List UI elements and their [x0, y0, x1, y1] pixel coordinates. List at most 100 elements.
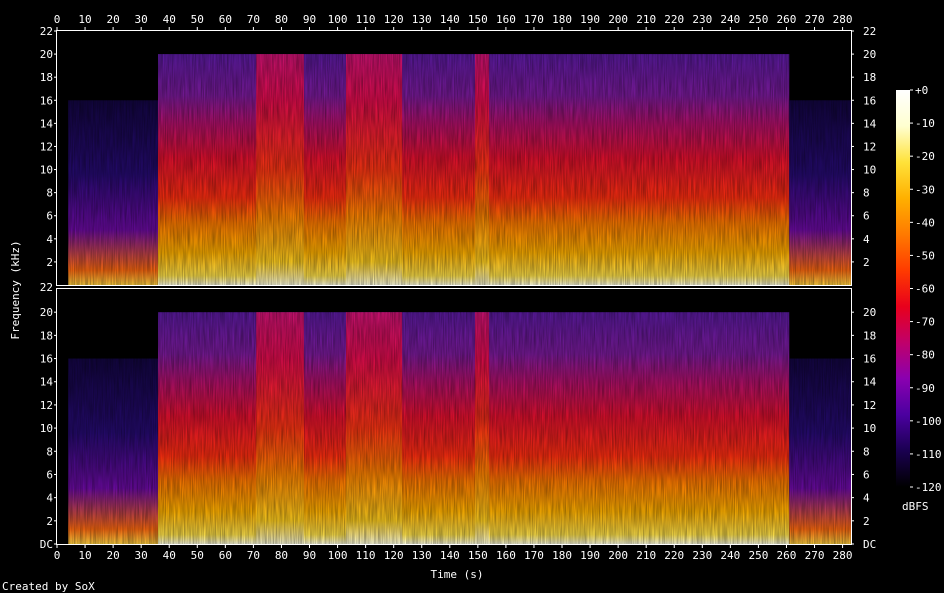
- x-tick-label-bottom: 30: [135, 549, 148, 562]
- x-tick-label-bottom: 50: [191, 549, 204, 562]
- y-tick-label-right: 14: [863, 117, 877, 130]
- y-tick-label-left: 8: [46, 445, 53, 458]
- x-tick-label-bottom: 270: [805, 549, 825, 562]
- y-tick-label-right: 16: [863, 94, 876, 107]
- y-tick-label-left: 22: [40, 281, 53, 294]
- colorbar-tick-label: -110: [915, 448, 942, 461]
- x-tick-label-top: 180: [552, 13, 572, 26]
- x-tick-label-top: 170: [524, 13, 544, 26]
- x-tick-label-bottom: 20: [106, 549, 119, 562]
- x-tick-label-top: 210: [636, 13, 656, 26]
- y-tick-label-right: 4: [863, 233, 870, 246]
- x-tick-label-top: 80: [275, 13, 288, 26]
- x-tick-label-bottom: 40: [163, 549, 176, 562]
- x-tick-label-bottom: 170: [524, 549, 544, 562]
- x-tick-label-top: 10: [78, 13, 91, 26]
- x-tick-label-bottom: 10: [78, 549, 91, 562]
- x-tick-label-top: 130: [412, 13, 432, 26]
- colorbar-unit-label: dBFS: [902, 500, 929, 513]
- x-tick-label-bottom: 220: [664, 549, 684, 562]
- x-tick-label-bottom: 60: [219, 549, 232, 562]
- y-tick-label-left: 16: [40, 94, 53, 107]
- colorbar-tick-label: -120: [915, 481, 942, 494]
- y-tick-label-left: 18: [40, 329, 53, 342]
- x-tick-label-top: 250: [748, 13, 768, 26]
- colorbar-tick-label: -30: [915, 183, 935, 196]
- y-tick-label-right: 18: [863, 329, 876, 342]
- colorbar-tick-label: -10: [915, 117, 935, 130]
- y-tick-label-right: 2: [863, 256, 870, 269]
- x-tick-label-bottom: 230: [692, 549, 712, 562]
- x-tick-label-top: 40: [163, 13, 176, 26]
- y-tick-label-left: 14: [40, 117, 54, 130]
- y-tick-label-left: 20: [40, 48, 53, 61]
- spectrogram-plots: [56, 30, 852, 545]
- colorbar-tick-label: -40: [915, 216, 935, 229]
- x-tick-label-bottom: 200: [608, 549, 628, 562]
- y-tick-label-left: 12: [40, 399, 53, 412]
- x-tick-label-bottom: 210: [636, 549, 656, 562]
- colorbar-tick-label: +0: [915, 84, 928, 97]
- x-tick-label-bottom: 80: [275, 549, 288, 562]
- x-tick-label-top: 20: [106, 13, 119, 26]
- y-tick-label-right: 10: [863, 422, 876, 435]
- x-tick-label-top: 120: [384, 13, 404, 26]
- x-tick-label-top: 0: [54, 13, 61, 26]
- y-tick-label-right: 4: [863, 492, 870, 505]
- y-tick-label-left: 6: [46, 468, 53, 481]
- axes-layer: 246810121416182022246810121416182022DC24…: [40, 13, 877, 562]
- x-tick-label-bottom: 130: [412, 549, 432, 562]
- y-tick-label-right: DC: [863, 538, 876, 551]
- y-tick-label-right: 10: [863, 164, 876, 177]
- y-tick-label-left: 20: [40, 306, 53, 319]
- y-tick-label-left: 8: [46, 187, 53, 200]
- y-tick-label-left: 2: [46, 515, 53, 528]
- x-tick-label-bottom: 240: [720, 549, 740, 562]
- y-tick-label-right: 20: [863, 306, 876, 319]
- x-tick-label-bottom: 260: [777, 549, 797, 562]
- x-tick-label-top: 90: [303, 13, 316, 26]
- x-tick-label-top: 150: [468, 13, 488, 26]
- x-tick-label-top: 230: [692, 13, 712, 26]
- y-tick-label-left: 10: [40, 164, 53, 177]
- y-tick-label-left: 4: [46, 492, 53, 505]
- y-tick-label-left: 14: [40, 376, 54, 389]
- x-tick-label-top: 140: [440, 13, 460, 26]
- colorbar-gradient: [896, 90, 910, 487]
- y-tick-label-right: 2: [863, 515, 870, 528]
- x-tick-label-bottom: 140: [440, 549, 460, 562]
- y-tick-label-left: 2: [46, 256, 53, 269]
- y-axis-label: Frequency (kHz): [9, 240, 22, 339]
- x-tick-label-top: 160: [496, 13, 516, 26]
- x-tick-label-top: 260: [777, 13, 797, 26]
- x-tick-label-bottom: 280: [833, 549, 853, 562]
- x-tick-label-top: 280: [833, 13, 853, 26]
- x-tick-label-bottom: 190: [580, 549, 600, 562]
- y-tick-label-left: 4: [46, 233, 53, 246]
- channel-panel-1: [56, 30, 852, 286]
- x-tick-label-top: 70: [247, 13, 260, 26]
- colorbar-tick-label: -20: [915, 150, 935, 163]
- x-tick-label-bottom: 180: [552, 549, 572, 562]
- colorbar-tick-label: -50: [915, 249, 935, 262]
- x-tick-label-bottom: 150: [468, 549, 488, 562]
- x-tick-label-bottom: 0: [54, 549, 61, 562]
- y-tick-label-left: 22: [40, 25, 53, 38]
- y-tick-label-right: 8: [863, 445, 870, 458]
- footer-credit: Created by SoX: [2, 580, 95, 593]
- x-tick-label-bottom: 90: [303, 549, 316, 562]
- channel-panel-2: [56, 288, 852, 545]
- colorbar-tick-label: -70: [915, 316, 935, 329]
- y-tick-label-left: 18: [40, 71, 53, 84]
- x-tick-label-bottom: 160: [496, 549, 516, 562]
- y-tick-label-right: 20: [863, 48, 876, 61]
- colorbar-tick-label: -90: [915, 382, 935, 395]
- y-tick-label-right: 12: [863, 140, 876, 153]
- x-tick-label-top: 200: [608, 13, 628, 26]
- colorbar-tick-label: -100: [915, 415, 942, 428]
- x-tick-label-top: 100: [328, 13, 348, 26]
- y-tick-label-left: 6: [46, 210, 53, 223]
- y-tick-label-right: 14: [863, 376, 877, 389]
- y-tick-label-right: 6: [863, 468, 870, 481]
